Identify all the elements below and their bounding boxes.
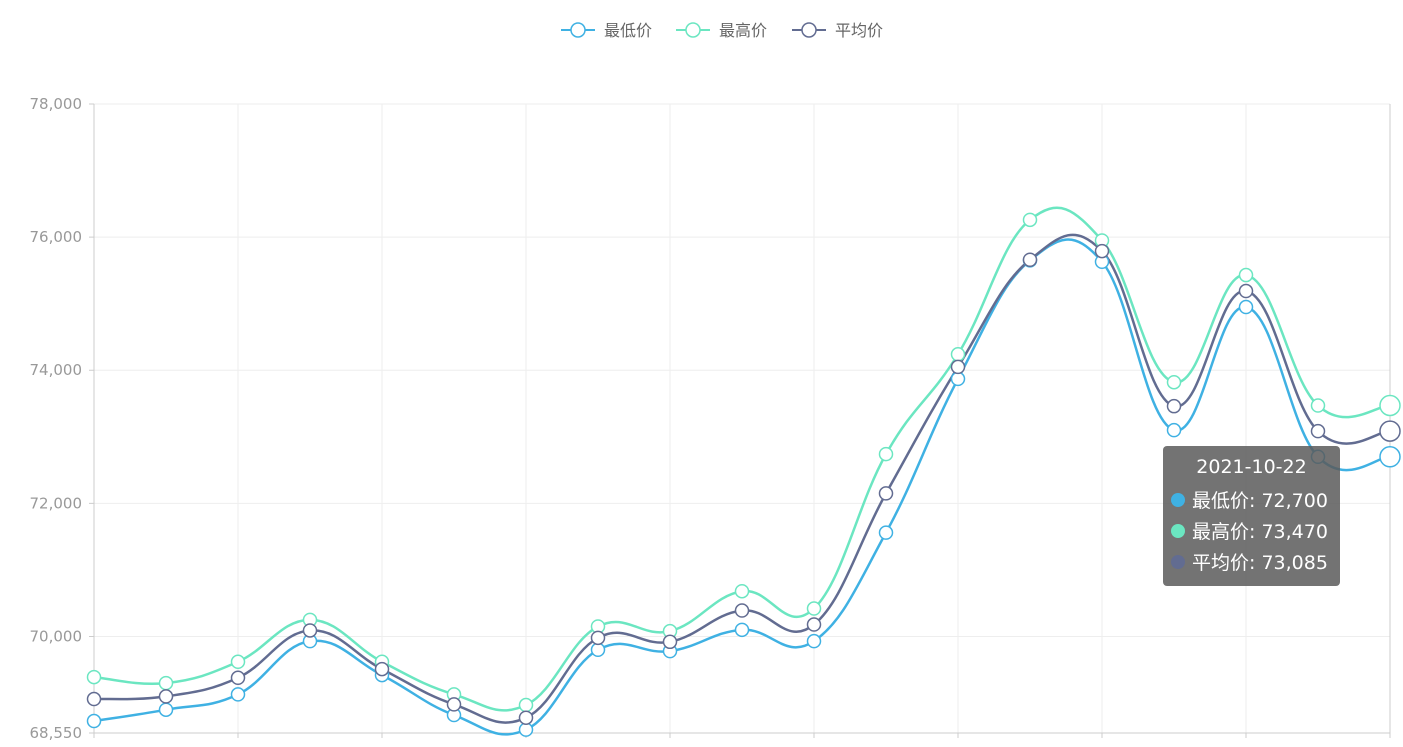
data-point-low [230,687,246,702]
data-point-low [86,713,102,729]
data-point-high [1379,394,1401,417]
data-point-high [1310,398,1326,413]
data-point-avg [1310,423,1326,439]
data-point-low [950,371,966,387]
tooltip-row-high: 最高价: 73,470 [1171,515,1332,546]
data-point-avg [806,617,822,632]
tooltip-dot-low [1171,492,1185,507]
data-point-low [1238,299,1254,315]
data-point-avg [590,630,606,646]
data-point-avg [86,691,102,707]
data-point-low [878,525,894,540]
data-point-low [806,633,822,649]
data-point-avg [230,670,246,686]
data-point-high [878,446,894,462]
tooltip-row-low-label: 最低价: 72,700 [1192,490,1328,512]
legend-label-high: 最高价 [719,21,767,40]
data-tooltip: 2021-10-22 最低价: 72,700 最高价: 73,470 平均价: … [1163,446,1340,586]
data-point-high [230,654,246,670]
tooltip-dot-avg [1171,554,1185,569]
tooltip-row-high-label: 最高价: 73,470 [1192,521,1328,543]
data-point-low [734,622,750,638]
data-point-avg [1379,420,1401,442]
data-point-avg [950,359,966,375]
y-tick-label: 70,000 [30,627,83,645]
data-point-avg [446,697,462,712]
tooltip-title: 2021-10-22 [1196,456,1307,478]
tooltip-row-avg: 平均价: 73,085 [1171,546,1332,577]
y-tick-label: 74,000 [30,361,83,379]
y-tick-label: 68,550 [30,724,83,742]
legend-marker-avg [801,22,817,38]
data-point-high [950,347,966,362]
tooltip-row-avg-label: 平均价: 73,085 [1192,552,1328,574]
data-point-avg [374,661,390,677]
legend-marker-high [685,22,701,38]
legend-label-avg: 平均价 [835,21,883,40]
tooltip-row-low: 最低价: 72,700 [1171,484,1332,515]
y-tick-label: 78,000 [30,95,83,113]
data-point-avg [1094,243,1110,259]
data-point-high [1238,267,1254,283]
data-point-high [806,601,822,616]
data-point-avg [734,603,750,618]
tooltip-dot-high [1171,523,1185,538]
data-point-low [158,702,174,717]
data-point-avg [302,623,318,638]
data-point-avg [878,486,894,501]
data-point-avg [662,634,678,650]
data-point-low [590,642,606,658]
data-point-low [1166,422,1182,438]
data-point-avg [158,689,174,704]
y-tick-label: 72,000 [30,494,83,512]
legend-label-low: 最低价 [604,21,652,40]
data-point-avg [1238,283,1254,299]
data-point-low [518,722,534,737]
y-tick-label: 76,000 [30,228,83,246]
data-point-high [158,675,174,691]
data-point-avg [1166,398,1182,414]
data-point-avg [1022,252,1038,268]
data-point-avg [518,710,534,725]
data-point-high [1022,212,1038,228]
data-point-high [86,669,102,685]
data-point-high [734,583,750,599]
legend-marker-low [570,22,586,38]
data-point-high [1166,374,1182,390]
data-point-low [1379,446,1401,468]
data-point-high [518,697,534,713]
